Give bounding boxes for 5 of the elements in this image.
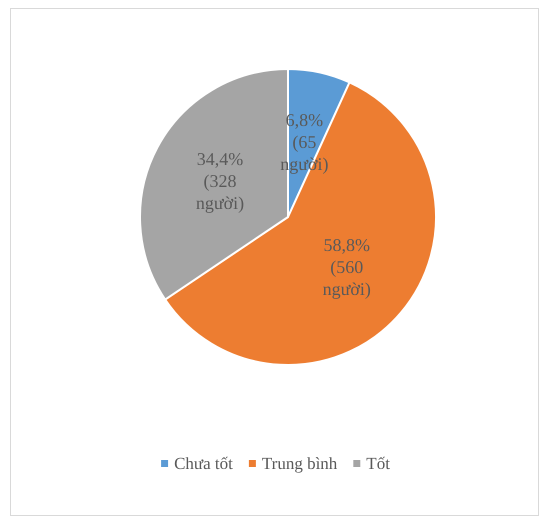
data-label: 34,4% (328 người) [196,148,244,213]
legend-label: Trung bình [262,454,338,473]
data-label: 58,8% (560 người) [322,234,371,299]
legend-label: Chưa tốt [174,454,234,473]
legend-label: Tốt [366,454,390,473]
